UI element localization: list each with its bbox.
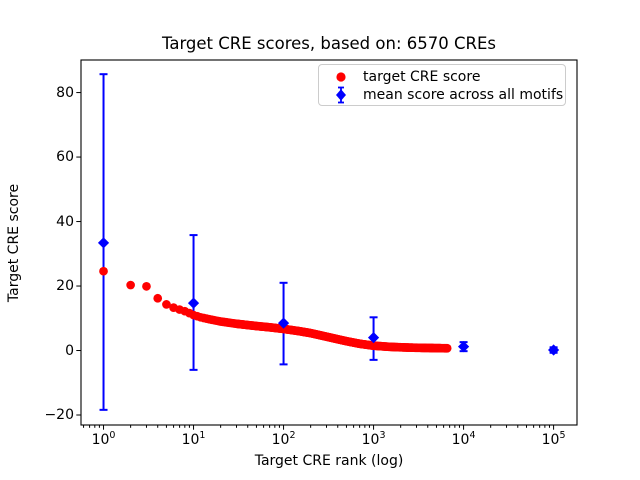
mean-score-diamond xyxy=(367,332,380,344)
target-score-point xyxy=(162,300,171,309)
y-axis-label: Target CRE score xyxy=(6,183,22,303)
legend-item-mean-score: mean score across all motifs xyxy=(319,86,565,104)
legend-label-mean-score: mean score across all motifs xyxy=(363,87,564,103)
x-tick-label: 105 xyxy=(541,430,566,448)
x-tick-label: 102 xyxy=(271,430,296,448)
chart-title: Target CRE scores, based on: 6570 CREs xyxy=(161,34,497,53)
mean-score-diamond xyxy=(97,237,110,249)
y-tick-label: 60 xyxy=(56,149,74,166)
y-tick-label: 40 xyxy=(56,213,74,230)
target-score-point xyxy=(126,280,135,290)
mean-score-diamond xyxy=(277,317,290,329)
target-score-point xyxy=(153,293,163,303)
y-tick-label: 20 xyxy=(56,278,74,295)
target-score-point xyxy=(442,343,452,353)
mean-score-diamond xyxy=(187,297,200,309)
target-score-point xyxy=(142,282,151,291)
x-tick-label: 100 xyxy=(91,430,116,448)
y-tick-label: 80 xyxy=(56,84,74,101)
target-score-point xyxy=(99,266,108,276)
legend-label-target-score: target CRE score xyxy=(363,69,481,85)
x-tick-label: 101 xyxy=(181,430,206,448)
y-tick-label: −20 xyxy=(44,407,74,423)
mean-score-diamond xyxy=(547,344,560,356)
plot-border xyxy=(80,59,578,426)
x-axis-label: Target CRE rank (log) xyxy=(254,453,404,469)
blue-diamond-errorbar-icon xyxy=(319,85,363,105)
y-tick-label: 0 xyxy=(65,342,74,359)
red-dot-icon xyxy=(319,71,363,83)
mean-score-diamond xyxy=(457,341,470,353)
x-tick-label: 103 xyxy=(361,430,386,448)
x-tick-label: 104 xyxy=(451,430,476,448)
legend: target CRE score mean score across all m… xyxy=(318,64,566,106)
legend-item-target-score: target CRE score xyxy=(319,68,565,86)
